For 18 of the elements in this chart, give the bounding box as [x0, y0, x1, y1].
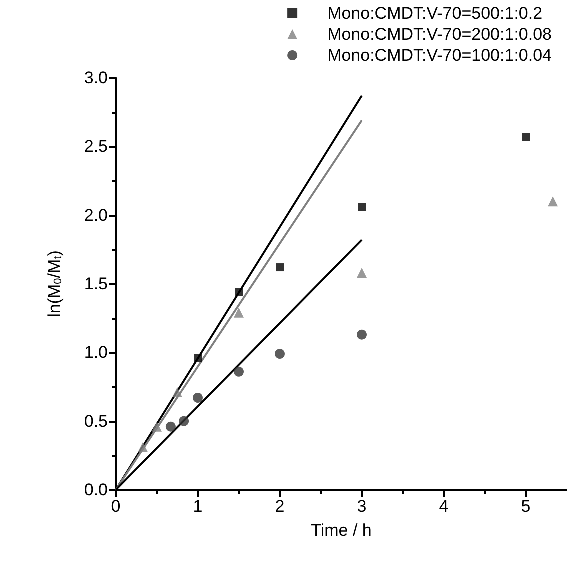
- x-tick-label: 0: [111, 497, 121, 516]
- y-tick-label: 2.0: [84, 206, 108, 225]
- y-tick-label: 1.5: [84, 274, 108, 294]
- x-axis-title: Time / h: [311, 521, 372, 540]
- x-tick-label: 5: [521, 497, 531, 516]
- y-axis-title: ln(M0/Mt): [45, 250, 64, 318]
- legend-label: Mono:CMDT:V-70=500:1:0.2: [328, 4, 543, 23]
- x-tick-label: 1: [193, 497, 203, 516]
- y-tick-label: 2.5: [84, 137, 108, 156]
- legend-label: Mono:CMDT:V-70=200:1:0.08: [328, 25, 552, 44]
- legend-label: Mono:CMDT:V-70=100:1:0.04: [328, 46, 552, 65]
- y-tick-label: 0.0: [84, 480, 108, 500]
- x-tick-label: 2: [275, 497, 285, 516]
- y-tick-label: 3.0: [84, 68, 108, 88]
- x-tick-label: 3: [357, 497, 367, 516]
- y-tick-label: 1.0: [84, 343, 108, 362]
- y-tick-label: 0.5: [84, 412, 108, 431]
- x-tick-label: 4: [439, 497, 449, 516]
